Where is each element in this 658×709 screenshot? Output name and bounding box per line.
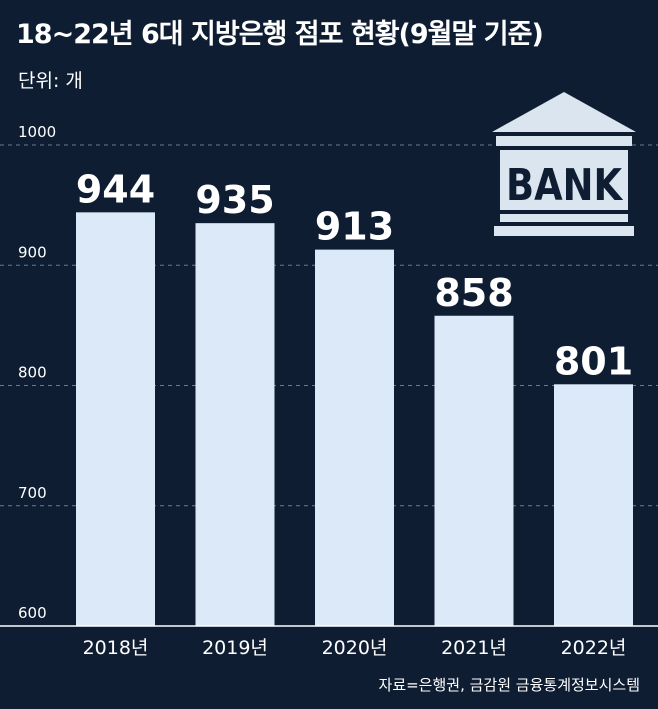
x-tick-label: 2018년 bbox=[83, 637, 149, 659]
chart-title: 18~22년 6대 지방은행 점포 현황(9월말 기준) bbox=[16, 19, 544, 50]
bar bbox=[434, 315, 514, 626]
bar bbox=[76, 212, 155, 626]
data-label: 944 bbox=[76, 167, 155, 211]
data-label: 858 bbox=[434, 271, 513, 315]
x-tick-label: 2020년 bbox=[322, 637, 388, 659]
bank-plaque-text: BANK bbox=[506, 160, 624, 211]
x-tick-label: 2019년 bbox=[202, 637, 268, 659]
x-axis-ticks: 2018년 2019년 2020년 2021년 2022년 bbox=[83, 637, 627, 659]
x-tick-label: 2022년 bbox=[561, 637, 627, 659]
y-tick-label: 600 bbox=[18, 604, 47, 622]
bar bbox=[195, 223, 275, 626]
unit-label: 단위: 개 bbox=[18, 70, 83, 92]
bar bbox=[315, 249, 394, 626]
bank-base-step-2 bbox=[494, 226, 634, 236]
y-axis-ticks: 600 700 800 900 1000 bbox=[18, 123, 56, 622]
bank-plaque bbox=[500, 150, 628, 210]
data-label: 935 bbox=[195, 178, 274, 222]
data-label: 913 bbox=[315, 205, 394, 249]
x-tick-label: 2021년 bbox=[441, 637, 507, 659]
y-tick-label: 700 bbox=[18, 484, 47, 502]
data-label: 801 bbox=[554, 339, 633, 383]
y-tick-label: 800 bbox=[18, 364, 47, 382]
data-labels: 944 935 913 858 801 bbox=[76, 167, 633, 383]
bank-building-icon: BANK bbox=[492, 92, 636, 236]
source-note: 자료=은행권, 금감원 금융통계정보시스템 bbox=[378, 676, 640, 694]
bank-base-step-1 bbox=[500, 214, 628, 222]
bank-roof bbox=[492, 92, 636, 132]
bars bbox=[76, 212, 633, 626]
bank-roof-beam bbox=[496, 136, 632, 146]
y-tick-label: 900 bbox=[18, 243, 47, 261]
bar bbox=[554, 384, 633, 626]
y-tick-label: 1000 bbox=[18, 123, 56, 141]
